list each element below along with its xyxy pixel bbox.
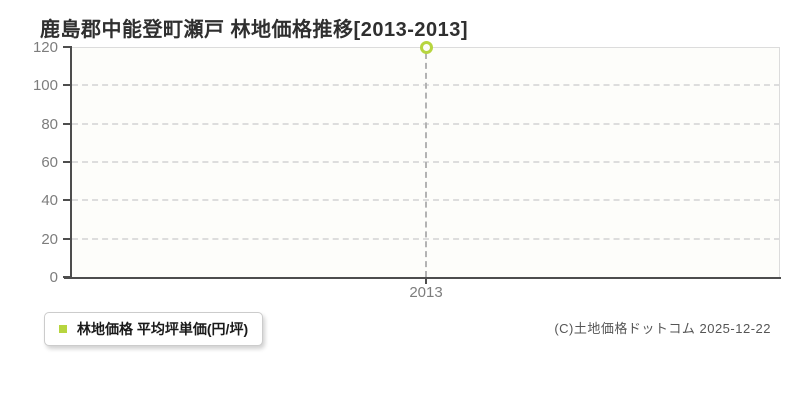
y-tick-label: 0 bbox=[49, 269, 58, 286]
data-point-marker bbox=[419, 40, 433, 54]
legend-swatch-icon bbox=[59, 325, 67, 333]
y-axis-tick bbox=[63, 46, 72, 48]
y-axis-tick bbox=[63, 84, 72, 87]
chart-title: 鹿島郡中能登町瀬戸 林地価格推移[2013-2013] bbox=[40, 19, 469, 41]
x-axis-tick bbox=[425, 279, 427, 284]
y-tick-label: 40 bbox=[41, 192, 58, 210]
drop-line bbox=[425, 53, 427, 277]
y-axis-tick bbox=[63, 161, 72, 163]
x-tick-label: 2013 bbox=[409, 284, 443, 301]
legend: 林地価格 平均坪単価(円/坪) bbox=[44, 312, 264, 346]
y-axis-tick bbox=[63, 122, 72, 125]
copyright-text: (C)土地価格ドットコム 2025-12-22 bbox=[554, 321, 771, 336]
y-tick-label: 80 bbox=[41, 115, 58, 133]
y-axis-tick bbox=[63, 237, 72, 240]
y-tick-label: 20 bbox=[41, 230, 58, 248]
y-axis-line bbox=[70, 47, 72, 279]
legend-label: 林地価格 平均坪単価(円/坪) bbox=[77, 321, 249, 337]
y-tick-label: 100 bbox=[32, 77, 58, 95]
y-tick-label: 120 bbox=[32, 39, 58, 56]
y-axis-tick bbox=[63, 276, 72, 278]
x-axis-line bbox=[64, 277, 781, 279]
y-axis-tick bbox=[63, 199, 72, 202]
plot-border-right bbox=[779, 47, 780, 277]
y-tick-label: 60 bbox=[41, 154, 58, 171]
